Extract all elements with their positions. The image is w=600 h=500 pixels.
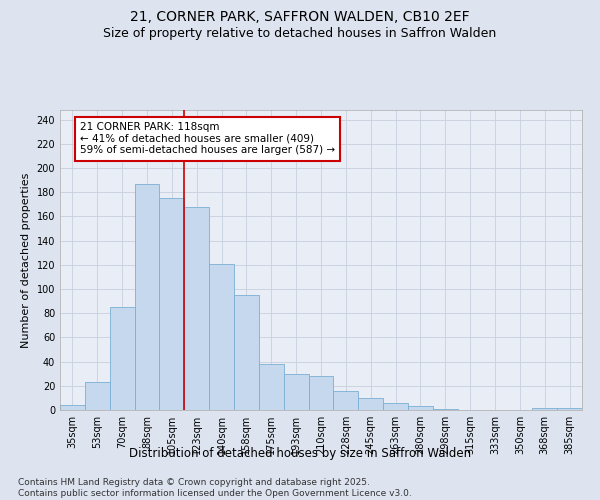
- Bar: [85, 382, 110, 410]
- Bar: [308, 376, 334, 410]
- Bar: [334, 390, 358, 410]
- Bar: [408, 406, 433, 410]
- Bar: [184, 207, 209, 410]
- Bar: [209, 264, 234, 410]
- Bar: [259, 364, 284, 410]
- Bar: [433, 409, 458, 410]
- Bar: [160, 198, 184, 410]
- Bar: [234, 295, 259, 410]
- Bar: [557, 408, 582, 410]
- Bar: [284, 374, 308, 410]
- Text: Contains HM Land Registry data © Crown copyright and database right 2025.
Contai: Contains HM Land Registry data © Crown c…: [18, 478, 412, 498]
- Text: 21, CORNER PARK, SAFFRON WALDEN, CB10 2EF: 21, CORNER PARK, SAFFRON WALDEN, CB10 2E…: [130, 10, 470, 24]
- Bar: [110, 307, 134, 410]
- Text: 21 CORNER PARK: 118sqm
← 41% of detached houses are smaller (409)
59% of semi-de: 21 CORNER PARK: 118sqm ← 41% of detached…: [80, 122, 335, 156]
- Bar: [60, 405, 85, 410]
- Bar: [383, 402, 408, 410]
- Bar: [532, 408, 557, 410]
- Bar: [134, 184, 160, 410]
- Text: Size of property relative to detached houses in Saffron Walden: Size of property relative to detached ho…: [103, 28, 497, 40]
- Bar: [358, 398, 383, 410]
- Text: Distribution of detached houses by size in Saffron Walden: Distribution of detached houses by size …: [129, 448, 471, 460]
- Y-axis label: Number of detached properties: Number of detached properties: [21, 172, 31, 348]
